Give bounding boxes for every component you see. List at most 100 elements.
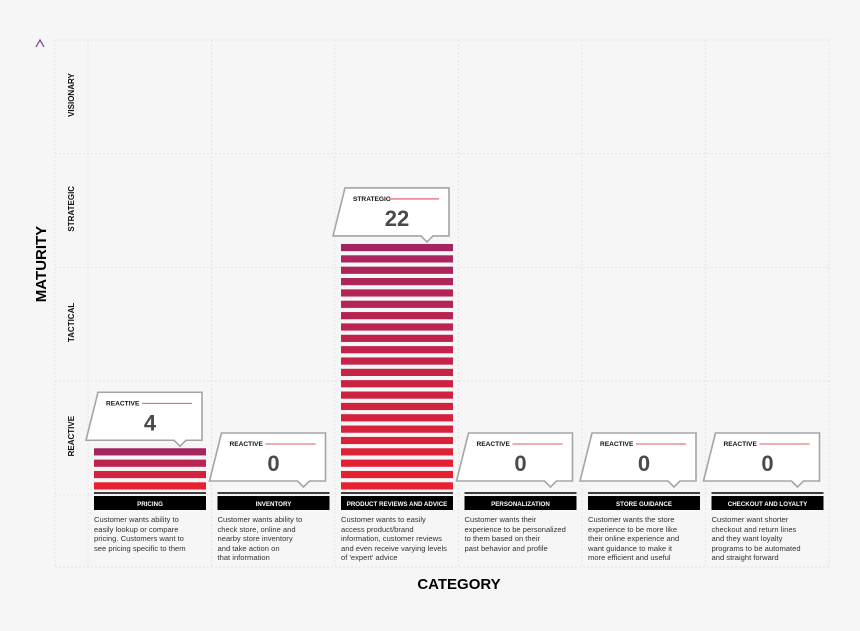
callout-box: [455, 432, 574, 489]
value-callout: STRATEGIC 22: [331, 187, 450, 244]
callout-value: 0: [267, 451, 279, 476]
bar-stripe: [341, 312, 453, 320]
callout-box: [208, 432, 327, 489]
category-label: PERSONALIZATION: [491, 501, 550, 508]
description-line: Customer wants their: [464, 515, 537, 524]
bar-stripe: [341, 278, 453, 286]
y-axis-arrow-icon: [35, 38, 45, 48]
description-line: want guidance to make it: [588, 543, 673, 553]
callouts: REACTIVE4REACTIVE0STRATEGIC22REACTIVE0RE…: [84, 187, 821, 489]
bar-stripe: [341, 425, 453, 433]
y-axis: MATURITY: [31, 38, 50, 491]
bar-stripe: [341, 289, 453, 297]
description-line: Customer want shorter: [711, 515, 789, 524]
callout-box: [702, 432, 821, 489]
callout-value: 4: [144, 410, 157, 435]
category-band: [94, 496, 206, 510]
description-line: check store, online and: [217, 524, 296, 534]
callout-value: 0: [638, 451, 650, 476]
category-description: Customer wants the store experience to be…: [588, 515, 679, 563]
description-line: nearby store inventory: [217, 534, 293, 544]
category-band: [588, 496, 700, 510]
description-line: experience to be personalized: [464, 524, 566, 534]
description-line: to them based on their: [464, 534, 541, 544]
y-axis-title: MATURITY: [33, 226, 50, 302]
bar-stripe: [341, 368, 453, 376]
bar-stripe: [341, 470, 453, 479]
callout-level-label: REACTIVE: [106, 400, 140, 407]
description-line: their online experience and: [588, 534, 680, 544]
category-band: [464, 496, 577, 510]
callout-box: [578, 432, 697, 489]
description-line: that information: [217, 553, 270, 563]
bar-stripe: [341, 414, 453, 422]
description-line: Customer wants the store: [588, 515, 675, 524]
value-callout: REACTIVE 0: [578, 432, 697, 489]
category-description: Customer wants ability to easily lookup o…: [94, 515, 186, 553]
bar-stripe: [341, 334, 453, 342]
bar-stripe: [341, 402, 453, 411]
level-label: VISIONARY: [67, 73, 76, 117]
bar-stripe: [341, 300, 453, 308]
callout-value: 0: [761, 451, 773, 476]
category-description: Customer wants to easily access product/b…: [341, 515, 447, 563]
callout-level-label: REACTIVE: [724, 441, 758, 448]
category-band: [711, 496, 824, 510]
level-label: STRATEGIC: [67, 186, 76, 232]
callout-level-label: REACTIVE: [600, 441, 634, 448]
description-line: easily lookup or compare: [94, 524, 179, 534]
description-line: pricing. Customers want to: [94, 534, 184, 544]
bar-stripe: [341, 266, 453, 274]
bar-stripe: [94, 448, 206, 456]
category-description: Customer wants ability to check store, on…: [218, 515, 303, 563]
bar-stripe: [341, 391, 453, 399]
level-label: TACTICAL: [67, 303, 76, 343]
callout-level-label: REACTIVE: [230, 441, 264, 448]
category-label: PRICING: [137, 501, 163, 508]
description-line: and take action on: [217, 543, 280, 553]
bar-stripe: [341, 448, 453, 456]
bar-stripe: [341, 357, 453, 365]
bar-stripe: [341, 346, 453, 354]
description-line: more efficient and useful: [588, 553, 671, 563]
description-line: Customer wants to easily: [341, 515, 426, 524]
value-callout: REACTIVE 4: [84, 391, 203, 448]
description-line: Customer wants ability to: [94, 515, 179, 524]
callout-box: [331, 187, 450, 244]
bar-stripe: [94, 459, 206, 467]
bar-stripe: [341, 380, 453, 388]
description-line: and even receive varying levels: [341, 543, 447, 553]
description-line: and straight forward: [711, 553, 779, 563]
description-line: experience to be more like: [588, 524, 678, 534]
description-line: information, customer reviews: [341, 534, 442, 544]
description-line: programs to be automated: [711, 543, 801, 553]
description-line: see pricing specific to them: [94, 543, 186, 553]
bar-stripe: [341, 482, 453, 490]
callout-value: 22: [385, 206, 409, 231]
y-axis-title-bg: [31, 214, 49, 314]
bar-stripe: [341, 436, 453, 445]
description-line: of 'expert' advice: [341, 553, 398, 563]
description-line: and they want loyalty: [711, 534, 783, 544]
callout-level-label: REACTIVE: [477, 441, 511, 448]
level-labels: REACTIVE TACTICAL STRATEGIC VISIONARY: [67, 73, 76, 457]
category-band: [217, 496, 330, 510]
category-label: CHECKOUT AND LOYALTY: [728, 501, 808, 508]
description-line: access product/brand: [341, 524, 414, 534]
callout-box: [84, 391, 203, 448]
bar-stripe: [341, 323, 453, 331]
category-label: STORE GUIDANCE: [616, 501, 672, 508]
bar-stripe: [94, 470, 206, 479]
description-line: past behavior and profile: [464, 543, 548, 553]
bar-stripe: [341, 255, 453, 263]
category-description: Customer want shorter checkout and return…: [712, 515, 801, 563]
category-label: PRODUCT REVIEWS AND ADVICE: [347, 501, 448, 508]
level-label: REACTIVE: [67, 415, 76, 456]
category-bands: PRICING INVENTORY PRODUCT REVIEWS AND ADVI…: [94, 492, 824, 510]
bar-stripe: [341, 243, 453, 252]
callout-value: 0: [514, 451, 526, 476]
